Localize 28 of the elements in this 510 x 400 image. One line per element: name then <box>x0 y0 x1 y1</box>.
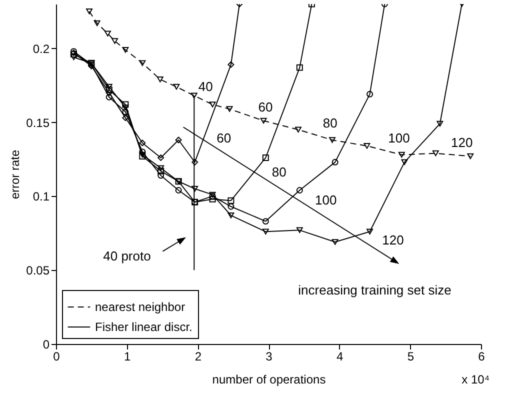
x-tick-label: 1 <box>124 350 131 364</box>
annotation: 60 <box>258 99 273 114</box>
x-tick-label: 4 <box>336 350 344 364</box>
x-tick-label: 6 <box>478 350 486 364</box>
text: x 10⁴ <box>462 372 490 387</box>
x-axis-title: number of operations <box>212 372 326 386</box>
y-tick-label: 0 <box>42 338 50 352</box>
legend-label: nearest neighbor <box>95 300 186 314</box>
annotation: 80 <box>322 116 338 131</box>
annotation: 80 <box>272 164 286 180</box>
annotation: 60 <box>216 130 232 146</box>
annotation: increasing training set size <box>298 282 452 298</box>
annotation: 100 <box>388 130 410 146</box>
x-tick-label: 3 <box>266 350 273 364</box>
legend-label: Fisher linear discr. <box>95 320 192 334</box>
x-tick-label: 0 <box>53 350 60 364</box>
y-tick-label: 0.1 <box>32 190 50 204</box>
y-axis-title: error rate <box>8 150 22 200</box>
annotation: 40 <box>198 78 213 94</box>
y-tick-label: 0.15 <box>26 116 50 130</box>
y-tick-label: 0.05 <box>26 264 50 278</box>
annotation: 120 <box>382 232 404 248</box>
x-tick-label: 5 <box>407 350 414 364</box>
y-tick-label: 0.2 <box>32 42 50 56</box>
annotation: 100 <box>315 192 337 208</box>
x-tick-label: 2 <box>194 350 202 364</box>
annotation: 120 <box>451 135 473 150</box>
annotation: 40 proto <box>103 248 151 264</box>
